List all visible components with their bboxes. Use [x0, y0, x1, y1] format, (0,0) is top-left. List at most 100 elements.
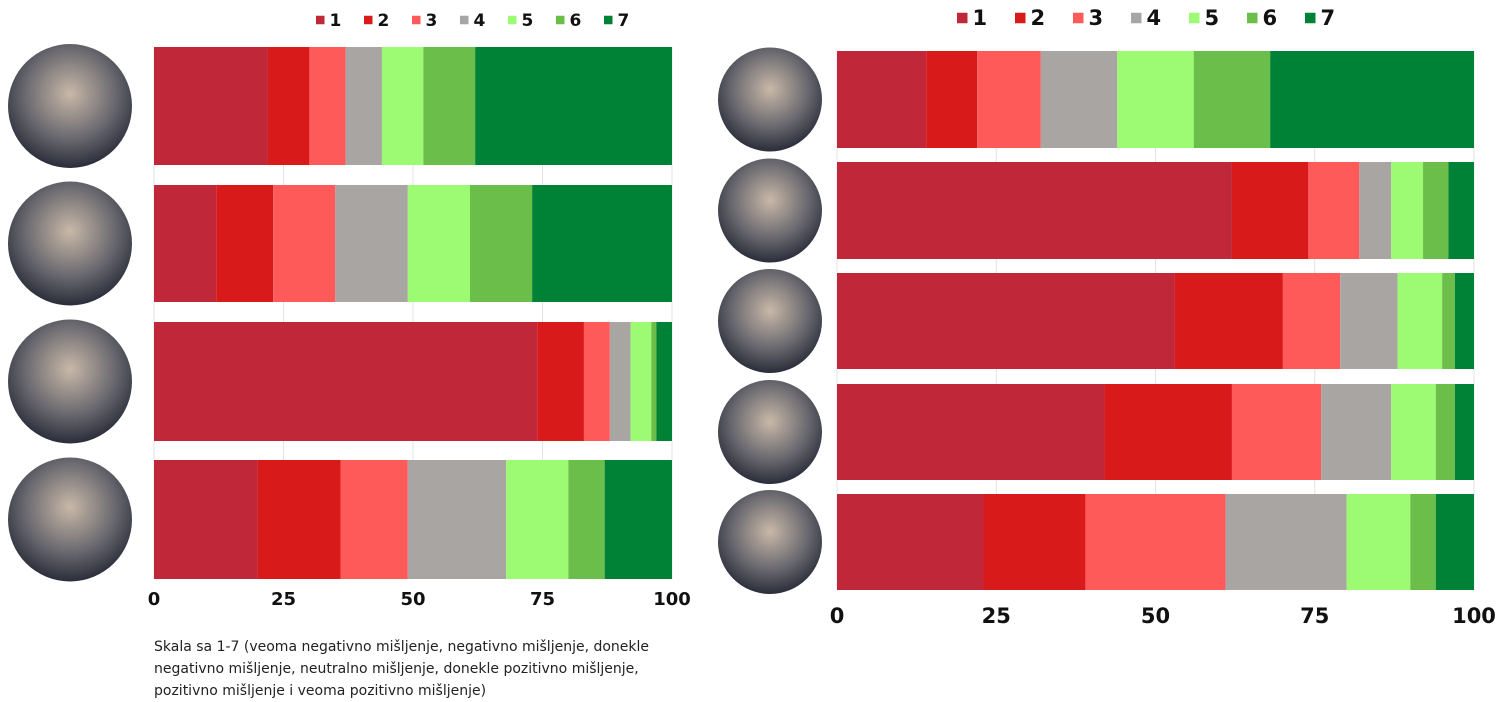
- bar-segment: [1423, 162, 1449, 259]
- bar-segment: [651, 322, 657, 441]
- bar-segment: [154, 322, 538, 441]
- bar-segment: [837, 162, 1232, 259]
- bar-segment: [1225, 494, 1347, 590]
- bar-segment: [1085, 494, 1226, 590]
- x-tick-label: 50: [400, 589, 425, 610]
- legend-label: 7: [1321, 6, 1336, 30]
- legend-label: 7: [618, 11, 630, 31]
- bar-segment: [983, 494, 1086, 590]
- bar-segment: [1040, 51, 1118, 148]
- bar-segment: [604, 460, 672, 579]
- bar-segment: [1359, 162, 1392, 259]
- legend-marker: [1073, 12, 1084, 24]
- photo: [8, 44, 132, 168]
- bar-segment: [630, 322, 652, 441]
- x-tick-label: 100: [1452, 604, 1496, 628]
- bar-segment: [1193, 51, 1271, 148]
- bar-segment: [1410, 494, 1436, 590]
- bar-segment: [1231, 162, 1309, 259]
- bar-segment: [407, 460, 507, 579]
- bar-segment: [1282, 273, 1341, 369]
- legend-marker: [412, 15, 421, 25]
- bar-segment: [309, 47, 346, 165]
- x-tick-label: 75: [530, 589, 555, 610]
- legend-label: 3: [1089, 6, 1104, 30]
- bar-segment: [1321, 384, 1392, 480]
- bar-segment: [568, 460, 605, 579]
- bar-segment: [1391, 384, 1436, 480]
- bar-segment: [1104, 384, 1232, 480]
- legend-label: 1: [330, 11, 342, 31]
- photo: [718, 380, 822, 484]
- bar-segment: [345, 47, 382, 165]
- bar-segment: [1117, 51, 1194, 148]
- x-tick-label: 100: [653, 589, 691, 610]
- x-tick-label: 50: [1141, 604, 1170, 628]
- legend-marker: [460, 15, 469, 25]
- bar-segment: [154, 185, 217, 302]
- bar-segment: [977, 51, 1041, 148]
- photo: [718, 490, 822, 594]
- legend-marker: [1015, 12, 1026, 24]
- bar-segment: [1391, 162, 1424, 259]
- x-tick-label: 25: [982, 604, 1011, 628]
- bar-segment: [267, 47, 310, 165]
- bar-segment: [216, 185, 274, 302]
- bar-segment: [1308, 162, 1360, 259]
- legend-marker: [508, 15, 517, 25]
- legend-label: 4: [1147, 6, 1162, 30]
- legend-label: 4: [474, 11, 486, 31]
- bar-segment: [273, 185, 336, 302]
- bar-segment: [837, 384, 1105, 480]
- bar-segment: [609, 322, 631, 441]
- legend-label: 2: [1031, 6, 1046, 30]
- bar-segment: [837, 273, 1175, 369]
- x-tick-label: 75: [1300, 604, 1329, 628]
- bar-segment: [1454, 273, 1474, 369]
- legend-marker: [1189, 12, 1200, 24]
- bar-segment: [1270, 51, 1474, 148]
- bar-segment: [257, 460, 341, 579]
- bar-segment: [407, 185, 470, 302]
- legend-label: 1: [973, 6, 988, 30]
- legend-marker: [604, 15, 613, 25]
- photo: [718, 269, 822, 373]
- bar-segment: [340, 460, 408, 579]
- bar-segment: [1435, 494, 1474, 590]
- legend-marker: [556, 15, 565, 25]
- photo: [718, 47, 822, 152]
- bar-segment: [381, 47, 424, 165]
- bar-segment: [532, 185, 672, 302]
- legend-marker: [316, 15, 325, 25]
- legend-label: 3: [426, 11, 438, 31]
- bar-segment: [475, 47, 672, 165]
- legend-marker: [1247, 12, 1258, 24]
- bar-segment: [154, 460, 258, 579]
- bar-segment: [926, 51, 978, 148]
- x-tick-label: 25: [271, 589, 296, 610]
- bar-segment: [1435, 384, 1455, 480]
- x-tick-label: 0: [830, 604, 845, 628]
- bar-segment: [1346, 494, 1411, 590]
- legend-label: 2: [378, 11, 390, 31]
- legend-marker: [957, 12, 968, 24]
- bar-segment: [1340, 273, 1398, 369]
- bar-segment: [154, 47, 268, 165]
- legend-marker: [1305, 12, 1316, 24]
- scale-note: Skala sa 1-7 (veoma negativno mišljenje,…: [154, 639, 650, 699]
- photo: [8, 319, 132, 444]
- legend-marker: [1131, 12, 1142, 24]
- legend-label: 5: [522, 11, 534, 31]
- bar-segment: [1174, 273, 1283, 369]
- bar-segment: [837, 51, 927, 148]
- bar-segment: [837, 494, 984, 590]
- bar-segment: [583, 322, 610, 441]
- bar-segment: [1442, 273, 1455, 369]
- photo: [718, 158, 822, 263]
- bar-segment: [1454, 384, 1474, 480]
- bar-segment: [469, 185, 533, 302]
- bar-segment: [1448, 162, 1474, 259]
- bar-segment: [537, 322, 584, 441]
